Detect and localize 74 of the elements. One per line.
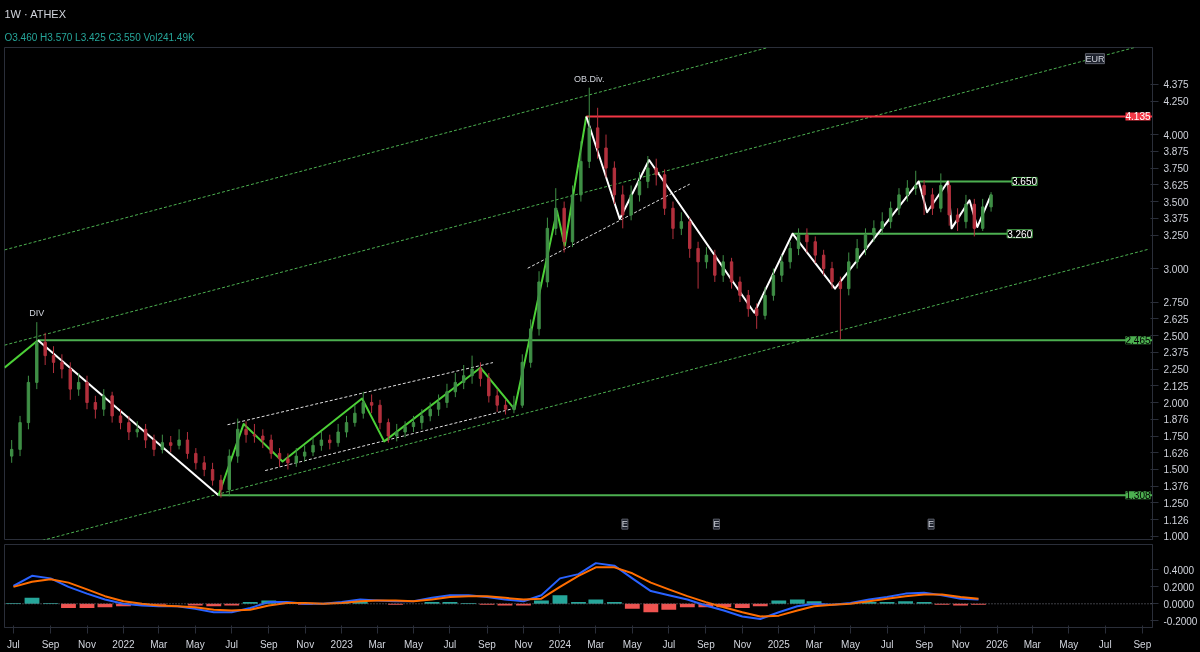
y-tick-label: 1.126 (1163, 514, 1189, 526)
annotation: OB.Div. (574, 73, 605, 84)
y-tick-label: 1.000 (1163, 531, 1189, 543)
y-tick-label: 3.875 (1163, 146, 1189, 158)
x-tick-label: Nov (78, 638, 96, 650)
x-tick-label: Mar (1023, 638, 1042, 650)
x-tick-label: Nov (296, 638, 315, 650)
y-tick-label: 0.2000 (1163, 581, 1195, 593)
x-tick-label: Jul (443, 638, 457, 650)
y-tick-label: 1.876 (1163, 414, 1189, 426)
y-tick-label: 3.000 (1163, 263, 1189, 275)
y-tick-label: 3.250 (1163, 230, 1189, 242)
x-tick-label: 2026 (985, 638, 1009, 650)
x-tick-label: 2024 (548, 638, 572, 650)
annotation: 2.465 (1125, 335, 1151, 347)
x-tick-label: Mar (368, 638, 387, 650)
x-tick-label: 2025 (767, 638, 791, 650)
x-tick-label: Jul (225, 638, 239, 650)
y-tick-label: 1.376 (1163, 481, 1189, 493)
y-tick-label: -0.2000 (1163, 615, 1198, 627)
y-tick-label: 2.750 (1163, 297, 1189, 309)
y-tick-label: 4.000 (1163, 129, 1189, 141)
x-tick-label: May (185, 638, 205, 650)
x-tick-label: Jul (7, 638, 20, 650)
x-tick-label: Mar (587, 638, 606, 650)
x-tick-label: 2022 (112, 638, 136, 650)
annotation: 3.260 (1007, 228, 1033, 240)
y-tick-label: 0.0000 (1163, 598, 1195, 610)
annotation: E (621, 519, 628, 530)
y-tick-label: 1.250 (1163, 497, 1189, 509)
chart-title: 1W · ATHEX (4, 7, 67, 20)
x-tick-label: Jul (662, 638, 676, 650)
x-tick-label: Jul (1098, 638, 1112, 650)
x-tick-label: Sep (259, 638, 279, 650)
x-tick-label: Sep (478, 638, 497, 650)
annotation: 4.135 (1125, 111, 1151, 123)
y-tick-label: 3.500 (1163, 196, 1189, 208)
y-tick-label: 3.625 (1163, 179, 1189, 191)
annotation: DIV (29, 308, 45, 319)
x-tick-label: May (841, 638, 861, 650)
y-tick-label: 2.500 (1163, 330, 1189, 342)
annotation: EUR (1085, 53, 1105, 64)
x-tick-label: Mar (150, 638, 169, 650)
x-tick-label: May (1059, 638, 1079, 650)
x-tick-label: Nov (951, 638, 970, 650)
x-tick-label: Nov (733, 638, 752, 650)
annotation: 3.650 (1011, 176, 1038, 188)
y-tick-label: 2.625 (1163, 313, 1189, 325)
annotation: E (713, 519, 720, 530)
x-tick-label: Jul (880, 638, 894, 650)
x-tick-label: Sep (915, 638, 934, 650)
x-tick-label: Nov (514, 638, 533, 650)
y-tick-label: 3.750 (1163, 163, 1189, 175)
y-tick-label: 1.750 (1163, 431, 1189, 443)
y-tick-label: 2.375 (1163, 347, 1189, 359)
x-tick-label: Sep (41, 638, 60, 650)
y-tick-label: 2.250 (1163, 364, 1189, 376)
chart-subtitle: O3.460 H3.570 L3.425 C3.550 Vol241.49K (4, 31, 195, 43)
y-tick-label: 1.626 (1163, 447, 1189, 459)
annotation: 1.308 (1125, 490, 1151, 502)
x-tick-label: May (622, 638, 642, 650)
y-tick-label: 3.375 (1163, 213, 1189, 225)
x-tick-label: May (404, 638, 423, 650)
y-tick-label: 1.500 (1163, 464, 1189, 476)
y-tick-label: 2.000 (1163, 397, 1189, 409)
x-tick-label: 2023 (330, 638, 354, 650)
y-tick-label: 2.125 (1163, 380, 1189, 392)
y-tick-label: 0.4000 (1163, 564, 1195, 576)
y-tick-label: 4.375 (1163, 79, 1189, 91)
y-tick-label: 4.250 (1163, 96, 1189, 108)
x-tick-label: Sep (696, 638, 716, 650)
x-tick-label: Sep (1133, 638, 1152, 650)
annotation: E (928, 519, 935, 530)
x-tick-label: Mar (805, 638, 824, 650)
